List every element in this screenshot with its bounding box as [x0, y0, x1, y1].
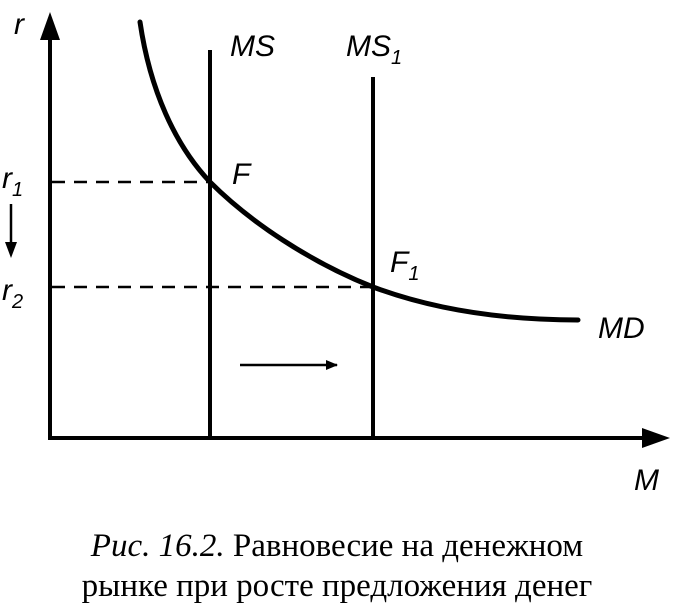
- y-axis-label: r: [14, 8, 25, 41]
- figure-number: Рис. 16.2.: [90, 528, 225, 564]
- r1-label: r1: [2, 162, 23, 201]
- y-axis-arrowhead: [40, 12, 60, 40]
- caption-text-1: Равновесие на денежном: [232, 528, 584, 564]
- x-axis-label: M: [634, 464, 659, 497]
- md-label: MD: [598, 312, 645, 345]
- r2-label: r2: [2, 274, 23, 313]
- figure-caption: Рис. 16.2. Равновесие на денежном рынке …: [0, 526, 674, 606]
- caption-line-1: Рис. 16.2. Равновесие на денежном: [0, 526, 674, 566]
- axes: [40, 12, 670, 448]
- caption-line-2: рынке при росте предложения денег: [81, 568, 593, 604]
- ms-label: MS: [230, 30, 275, 63]
- ms1-label: MS1: [346, 30, 402, 69]
- md-curve: [137, 19, 581, 323]
- point-f-label: F: [232, 158, 252, 191]
- rate-decrease-arrow: [5, 204, 17, 258]
- point-f1-label: F1: [390, 246, 419, 285]
- x-axis-arrowhead: [642, 428, 670, 448]
- money-market-diagram: r M r1 r2 MS MS1 MD F F1: [2, 8, 670, 497]
